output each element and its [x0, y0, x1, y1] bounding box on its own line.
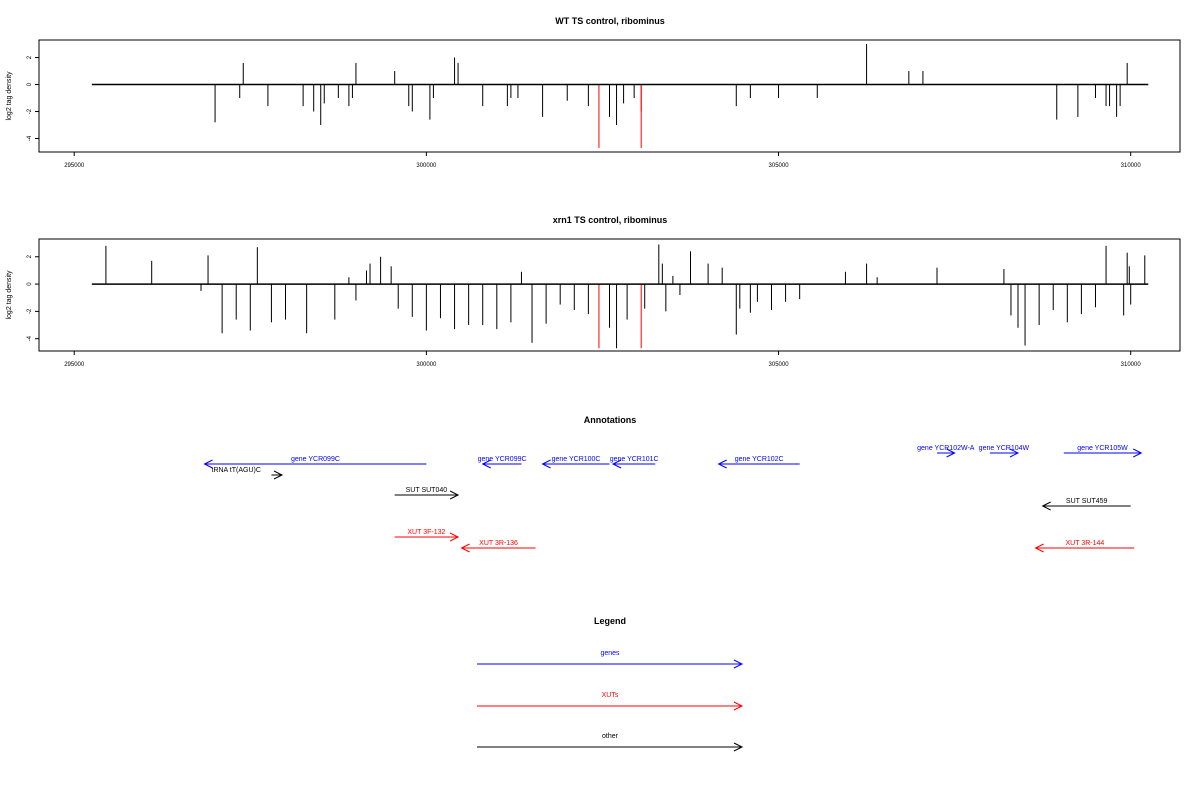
y-tick-label: 2: [27, 254, 33, 258]
feature-label: gene YCR105W: [1077, 445, 1128, 452]
arrowhead: [717, 459, 727, 469]
arrowhead: [733, 701, 744, 711]
y-tick-label: 2: [27, 55, 33, 59]
annotations-track: Annotations tRNA tT(AGU)C gene YCR099C gen…: [203, 415, 1143, 553]
y-tick-label: 0: [27, 82, 33, 86]
xrn1-panel-title: xrn1 TS control, ribominus: [553, 215, 668, 225]
legend-label-xuts: XUTs: [602, 692, 619, 699]
legend-label-genes: genes: [600, 650, 620, 657]
annotations-title: Annotations: [584, 415, 637, 425]
feature-label: gene YCR104W: [979, 445, 1030, 452]
wt-density-panel: WT TS control, ribominus log2 tag densit…: [6, 16, 1181, 169]
x-tick-label: 300000: [416, 163, 437, 169]
legend-title: Legend: [594, 616, 626, 626]
legend: Legend genes XUTs other: [477, 616, 744, 752]
legend-label-other: other: [602, 733, 619, 740]
wt-panel-title: WT TS control, ribominus: [555, 16, 665, 26]
xrn1-panel-ylabel: log2 tag density: [6, 270, 13, 320]
wt-panel-ylabel: log2 tag density: [6, 71, 13, 121]
y-tick-label: -2: [27, 308, 33, 314]
x-tick-label: 310000: [1121, 163, 1142, 169]
arrowhead: [541, 459, 551, 469]
arrowhead: [946, 448, 956, 458]
y-tick-label: -4: [27, 135, 33, 141]
x-tick-label: 310000: [1121, 362, 1142, 368]
y-tick-label: -2: [27, 108, 33, 114]
arrowhead: [1041, 501, 1051, 511]
plot-frame: [38, 238, 1181, 352]
x-tick-label: 305000: [769, 163, 790, 169]
feature-label: gene YCR102C: [735, 456, 784, 463]
arrowhead: [1034, 543, 1044, 553]
arrowhead: [481, 459, 491, 469]
feature-label: tRNA tT(AGU)C: [212, 467, 261, 474]
y-tick-label: 0: [27, 282, 33, 286]
feature-label: gene YCR099C: [478, 456, 527, 463]
arrowhead: [611, 459, 622, 469]
feature-label: gene YCR099C: [291, 456, 340, 463]
arrowhead: [449, 490, 460, 500]
xrn1-density-panel: xrn1 TS control, ribominus log2 tag dens…: [6, 215, 1181, 368]
x-tick-label: 305000: [769, 362, 790, 368]
feature-label: XUT 3R-144: [1066, 540, 1105, 547]
x-tick-label: 300000: [416, 362, 437, 368]
feature-label: XUT 3F-132: [407, 529, 445, 536]
feature-label: gene YCR100C: [552, 456, 601, 463]
x-tick-label: 295000: [64, 163, 85, 169]
feature-label: gene YCR102W-A: [917, 445, 975, 452]
feature-label: XUT 3R-136: [479, 540, 518, 547]
arrowhead: [449, 532, 460, 542]
arrowhead: [733, 659, 744, 669]
arrowhead: [203, 459, 213, 469]
y-tick-label: -4: [27, 335, 33, 341]
arrowhead: [1133, 448, 1143, 458]
feature-label: gene YCR101C: [610, 456, 659, 463]
arrowhead: [733, 742, 744, 752]
feature-label: SUT SUT459: [1066, 498, 1108, 505]
arrowhead: [1009, 448, 1020, 458]
plot-frame: [38, 39, 1181, 153]
feature-label: SUT SUT040: [406, 487, 448, 494]
arrowhead: [460, 543, 470, 553]
x-tick-label: 295000: [64, 362, 85, 368]
arrowhead: [273, 470, 284, 480]
